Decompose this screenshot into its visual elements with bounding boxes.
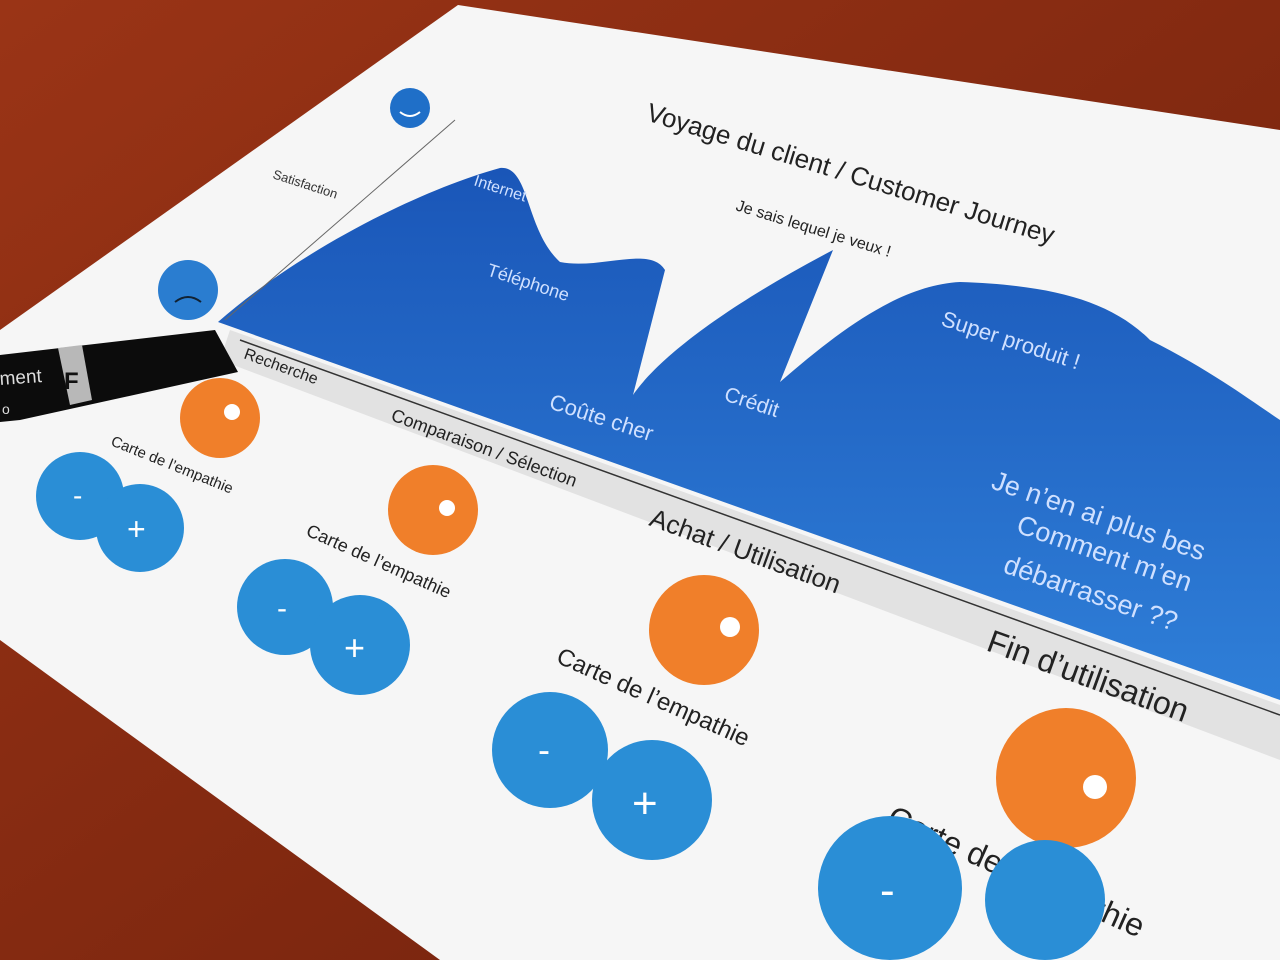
sad-face-icon (158, 260, 218, 320)
x-axis (239, 339, 1280, 716)
svg-text:ment: ment (0, 366, 43, 390)
svg-text:-: - (880, 866, 895, 915)
y-axis (224, 119, 456, 321)
satisfaction-curve (218, 167, 1280, 700)
svg-text:F: F (64, 368, 79, 395)
svg-text:-: - (277, 592, 287, 625)
stage-band (220, 330, 1280, 760)
svg-text:+: + (344, 627, 365, 668)
svg-text:-: - (538, 729, 550, 770)
svg-text:+: + (632, 779, 658, 828)
svg-text:+: + (127, 511, 146, 547)
happy-face-icon (390, 88, 430, 128)
marker-pen: F ment o (0, 330, 238, 422)
svg-text:o: o (2, 401, 10, 417)
svg-text:-: - (73, 480, 82, 511)
